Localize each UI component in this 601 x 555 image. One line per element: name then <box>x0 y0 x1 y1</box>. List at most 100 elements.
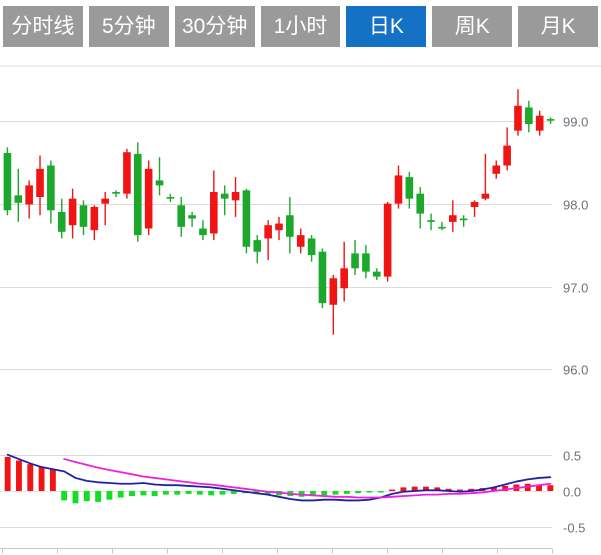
macd-bar-5 <box>61 491 68 501</box>
period-tab-bar: 分时线 5分钟 30分钟 1小时 日K 周K 月K <box>0 0 601 53</box>
macd-line-dif <box>6 453 552 502</box>
macd-axis-label-1: 0.0 <box>563 485 581 500</box>
candle-8 <box>90 205 99 241</box>
candle-37 <box>405 172 414 209</box>
macd-bar-10 <box>117 491 124 498</box>
macd-bar-31 <box>355 491 362 494</box>
candle-16 <box>177 197 186 237</box>
candle-12 <box>133 142 142 242</box>
macd-bar-16 <box>185 491 192 494</box>
candle-body <box>481 193 490 199</box>
period-tab-0[interactable]: 分时线 <box>3 6 83 47</box>
candle-body <box>112 192 120 194</box>
chart-stack: 99.0 98.0 97.0 96.0 0.5 0.0 -0.5 <box>0 53 601 555</box>
candle-41 <box>449 200 457 232</box>
price-panel[interactable]: 99.0 98.0 97.0 96.0 <box>0 53 601 418</box>
candle-body <box>144 168 153 229</box>
candle-body <box>242 190 251 247</box>
candle-body <box>296 235 305 247</box>
period-tab-label: 周K <box>454 15 490 38</box>
macd-bar-23 <box>264 491 271 495</box>
candle-20 <box>220 185 229 216</box>
macd-bar-47 <box>536 484 542 491</box>
candle-body <box>253 240 262 252</box>
macd-bar-43 <box>490 487 497 491</box>
candle-body <box>275 223 283 231</box>
candle-body <box>546 119 555 121</box>
price-axis-label-2: 97.0 <box>563 281 588 296</box>
macd-bar-13 <box>151 491 158 497</box>
candle-3 <box>36 155 44 216</box>
candle-body <box>351 253 359 269</box>
macd-bar-9 <box>106 491 113 500</box>
macd-bar-41 <box>468 488 475 491</box>
candle-23 <box>253 235 262 264</box>
period-tab-1[interactable]: 5分钟 <box>88 6 169 47</box>
macd-bar-32 <box>366 491 373 493</box>
candle-0 <box>3 147 12 216</box>
candle-22 <box>242 188 251 254</box>
candle-body <box>177 205 186 227</box>
candle-28 <box>307 235 316 262</box>
period-tab-6[interactable]: 月K <box>518 6 599 47</box>
candle-body <box>36 168 44 197</box>
candle-27 <box>296 228 305 254</box>
candle-body <box>264 225 272 239</box>
candle-body <box>340 268 348 289</box>
macd-bar-36 <box>411 486 418 491</box>
candle-25 <box>275 216 283 241</box>
candlestick-plot: 99.0 98.0 97.0 96.0 <box>0 65 601 378</box>
candle-7 <box>79 200 88 236</box>
macd-bar-40 <box>456 489 463 492</box>
candle-body <box>90 206 99 231</box>
macd-bar-27 <box>309 491 316 497</box>
macd-bar-29 <box>332 491 339 495</box>
candle-34 <box>372 268 381 280</box>
candle-body <box>372 271 381 277</box>
candle-body <box>155 180 164 186</box>
macd-bar-12 <box>140 491 147 496</box>
macd-bar-37 <box>423 486 429 491</box>
macd-line-dea <box>63 458 552 499</box>
candle-30 <box>329 274 338 335</box>
macd-axis-label-0: 0.5 <box>563 449 581 464</box>
candle-9 <box>101 192 109 226</box>
candle-21 <box>231 177 240 217</box>
period-tab-5[interactable]: 周K <box>432 6 513 47</box>
macd-bar-14 <box>163 491 169 495</box>
candle-24 <box>264 220 272 261</box>
price-axis-label-3: 96.0 <box>563 363 588 378</box>
candle-2 <box>25 180 33 219</box>
candle-body <box>416 193 425 214</box>
price-axis-label-1: 98.0 <box>563 198 588 213</box>
candle-body <box>3 153 12 211</box>
candle-body <box>307 238 316 256</box>
candle-body <box>438 226 446 229</box>
candle-body <box>470 201 479 207</box>
macd-panel[interactable]: 0.5 0.0 -0.5 <box>0 418 601 555</box>
period-tab-label: 1小时 <box>273 15 328 38</box>
candle-body <box>101 198 109 204</box>
candle-18 <box>199 220 207 241</box>
candle-42 <box>459 215 468 227</box>
macd-bar-18 <box>208 491 215 496</box>
candle-body <box>525 107 533 125</box>
macd-bar-8 <box>95 491 102 502</box>
period-tab-3[interactable]: 1小时 <box>260 6 341 47</box>
macd-axis-label-2: -0.5 <box>563 521 585 536</box>
candle-body <box>459 218 468 221</box>
candle-11 <box>123 148 131 199</box>
candle-body <box>286 215 294 237</box>
period-tab-4[interactable]: 日K <box>346 6 427 47</box>
candle-body <box>220 193 229 199</box>
macd-bar-39 <box>445 488 452 491</box>
macd-bar-0 <box>4 456 11 491</box>
macd-bar-6 <box>72 491 79 504</box>
period-tab-label: 分时线 <box>11 15 75 38</box>
macd-bar-19 <box>219 491 226 495</box>
candle-31 <box>340 241 348 302</box>
period-tab-2[interactable]: 30分钟 <box>174 6 255 47</box>
candle-body <box>449 215 457 222</box>
candle-45 <box>492 160 501 179</box>
candle-body <box>427 220 435 222</box>
